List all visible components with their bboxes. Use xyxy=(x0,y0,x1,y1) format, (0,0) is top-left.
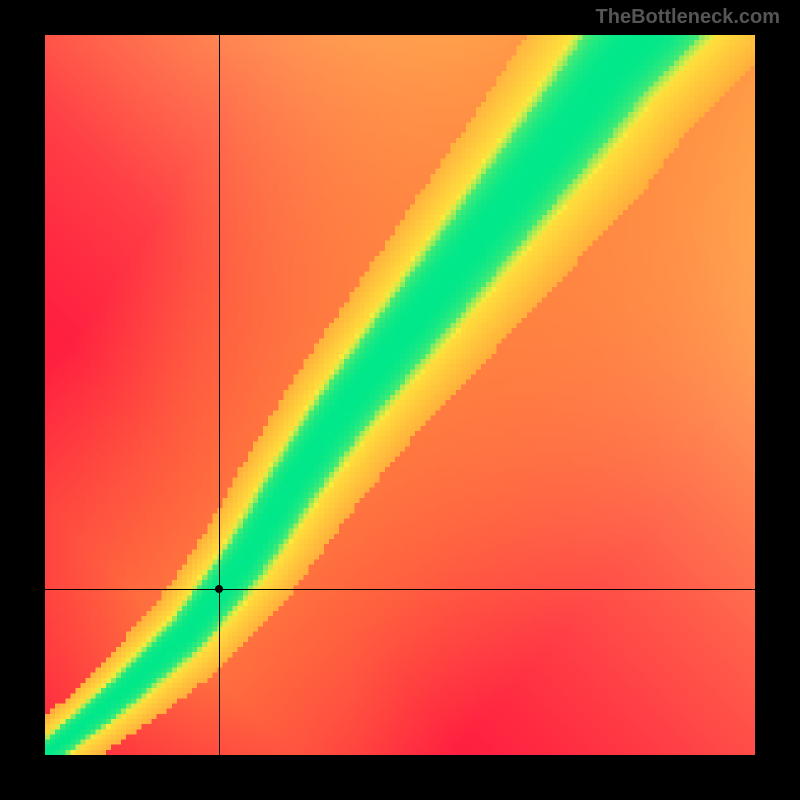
bottleneck-heatmap xyxy=(45,35,755,755)
watermark-text: TheBottleneck.com xyxy=(596,6,780,29)
selection-marker xyxy=(215,585,223,593)
crosshair-vertical xyxy=(219,35,220,755)
plot-area xyxy=(45,35,755,755)
crosshair-horizontal xyxy=(45,589,755,590)
